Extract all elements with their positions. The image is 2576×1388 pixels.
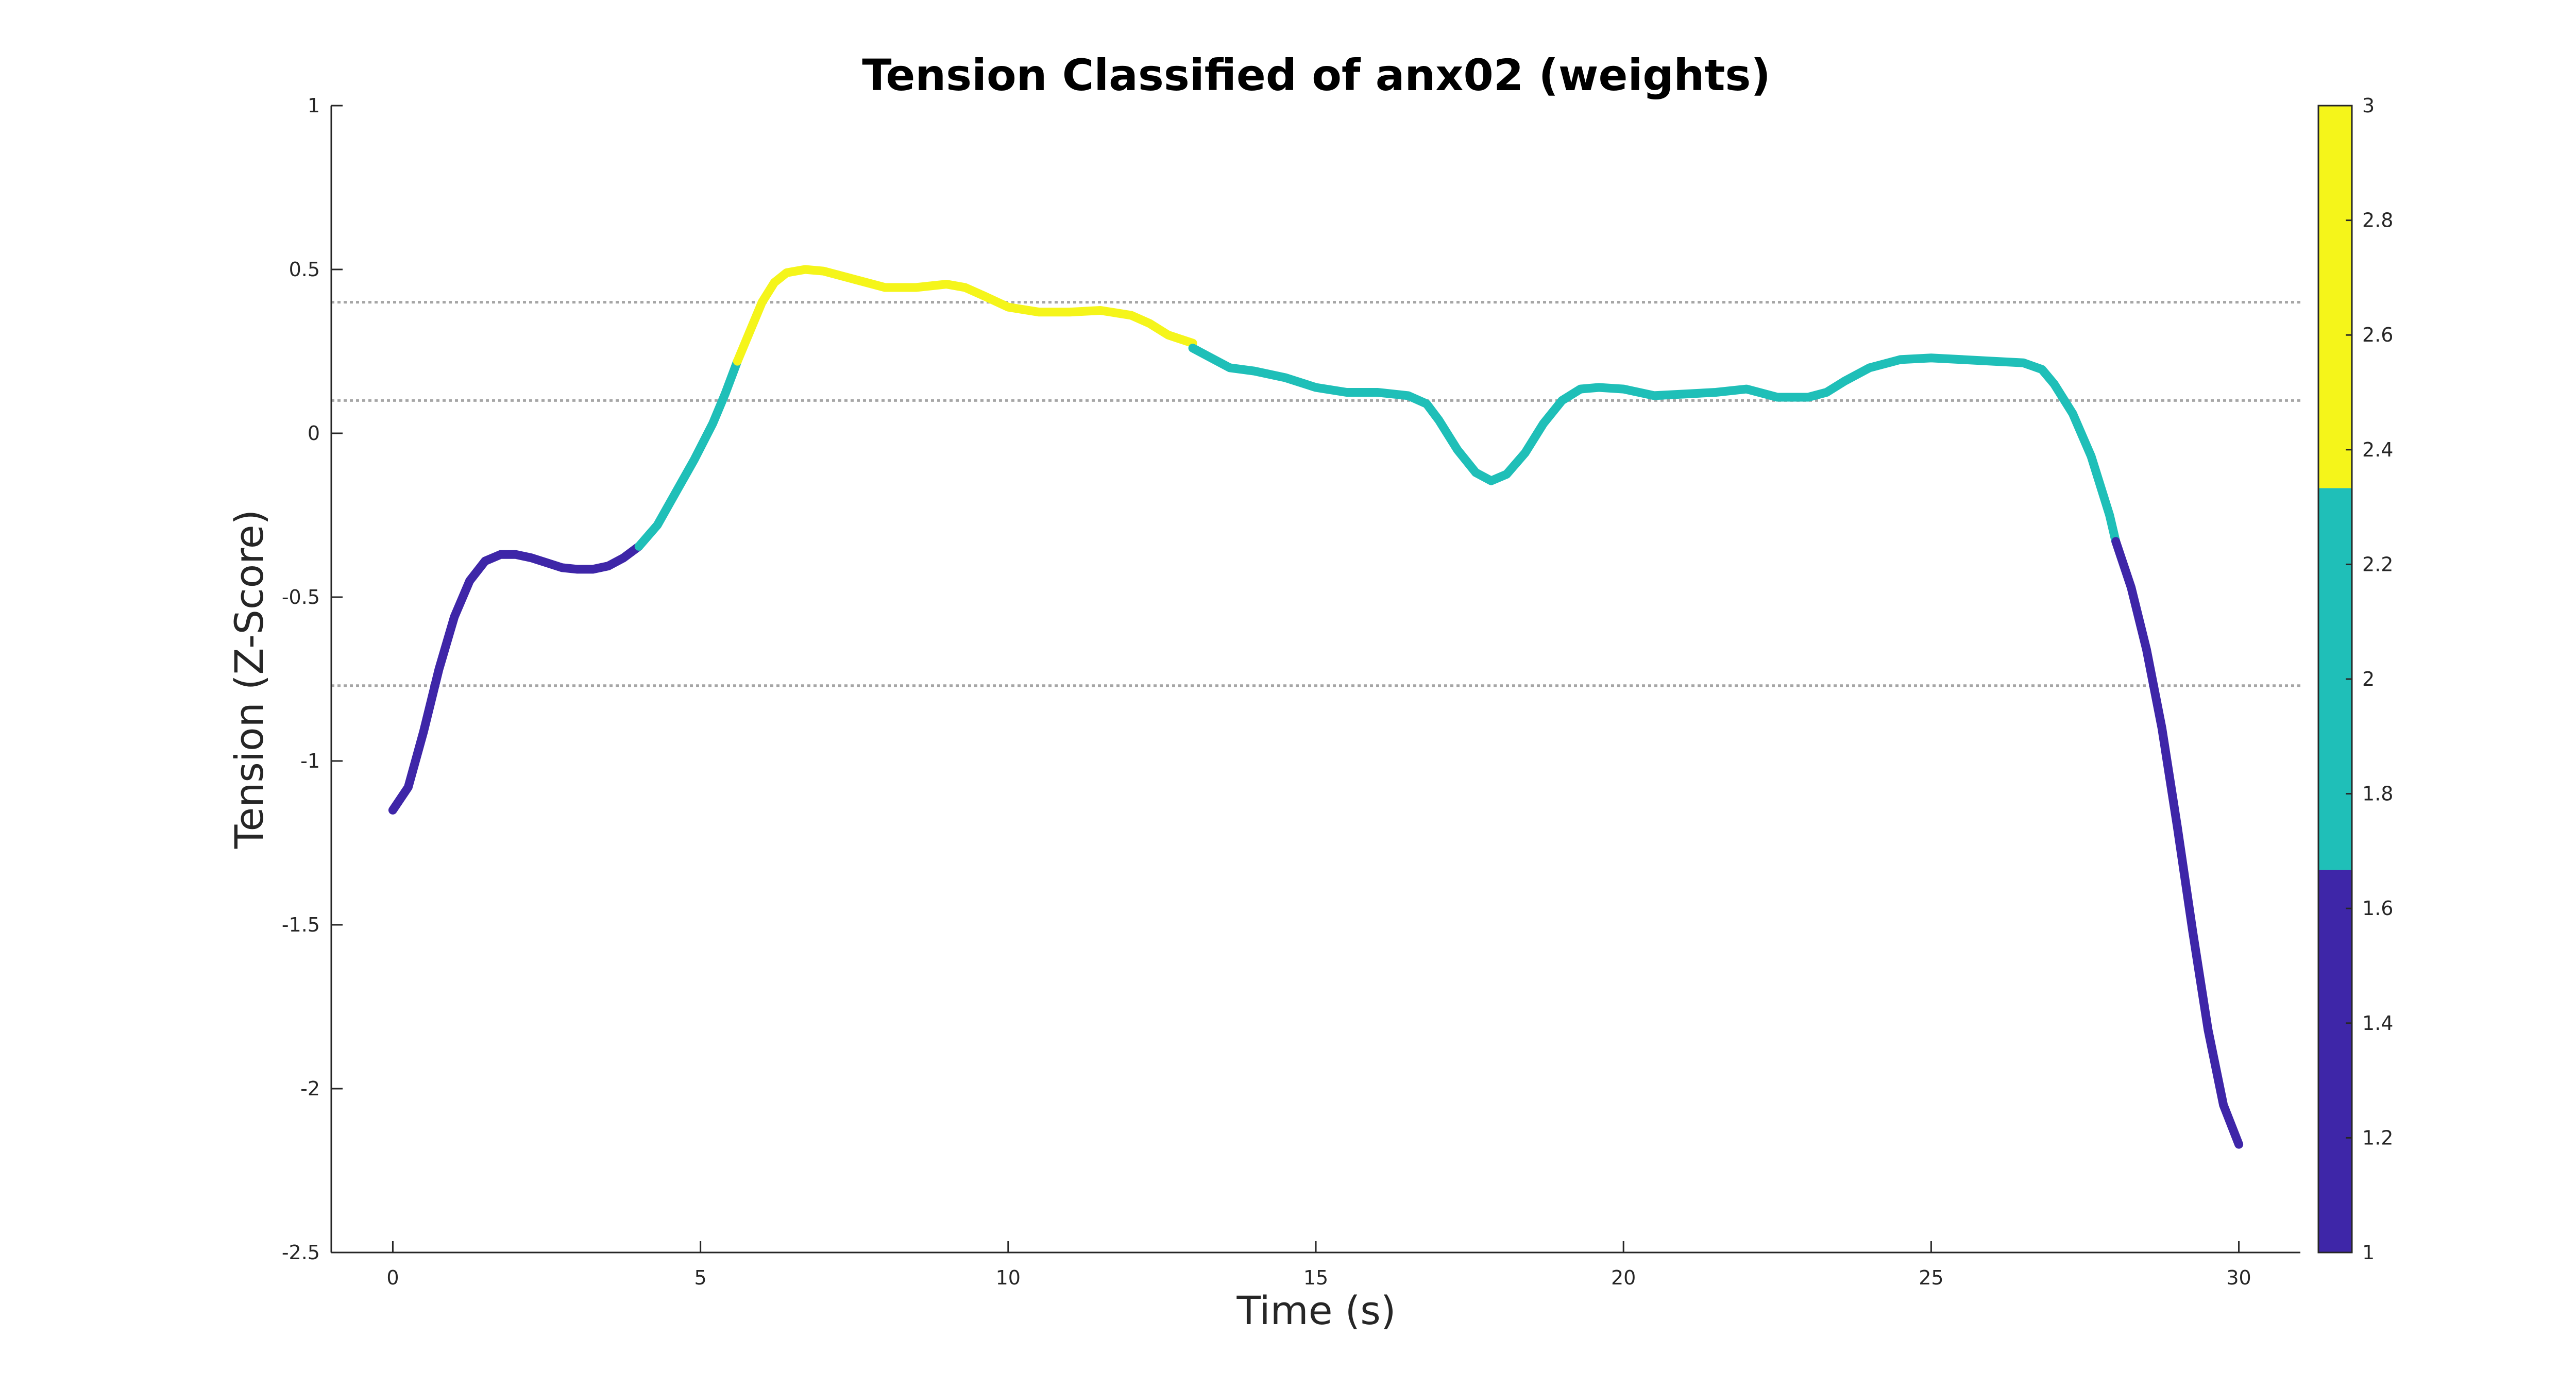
y-tick-label: -0.5 — [282, 586, 320, 608]
colorbar-tick-label: 1.8 — [2362, 783, 2393, 805]
colorbar-tick-label: 2 — [2362, 668, 2375, 690]
x-axis-ticks: 0 5 10 15 20 25 30 — [386, 1241, 2251, 1289]
y-tick-label: 1 — [308, 94, 320, 117]
colorbar-tick-label: 2.2 — [2362, 553, 2393, 575]
x-tick-label: 5 — [694, 1266, 707, 1289]
colorbar: 3 2.8 2.6 2.4 2.2 2 1.8 1.6 1.4 1.2 1 — [2317, 94, 2393, 1264]
colorbar-tick-label: 1 — [2362, 1241, 2375, 1264]
x-tick-label: 30 — [2226, 1266, 2251, 1289]
colorbar-band-0 — [2318, 870, 2352, 1252]
line-segment-class-1-4 — [2111, 537, 2244, 1149]
colorbar-tick-label: 1.2 — [2362, 1126, 2393, 1149]
y-axis-label: Tension (Z-Score) — [226, 510, 272, 849]
colorbar-tick-label: 3 — [2362, 94, 2375, 117]
y-tick-label: -1 — [300, 750, 320, 772]
y-tick-label: -1.5 — [282, 913, 320, 936]
line-segment-class-2-1 — [634, 357, 742, 551]
colorbar-tick-label: 2.8 — [2362, 209, 2393, 232]
y-axis-ticks: 1 0.5 0 -0.5 -1 -1.5 -2 -2.5 — [282, 94, 343, 1264]
x-tick-label: 20 — [1611, 1266, 1636, 1289]
y-tick-label: 0 — [308, 422, 320, 445]
colorbar-tick-label: 1.6 — [2362, 897, 2393, 920]
x-tick-label: 0 — [386, 1266, 399, 1289]
tension-line — [388, 265, 2244, 1149]
colorbar-ticks: 3 2.8 2.6 2.4 2.2 2 1.8 1.6 1.4 1.2 1 — [2346, 94, 2393, 1264]
line-segment-class-1-0 — [388, 541, 643, 815]
y-tick-label: -2 — [300, 1077, 320, 1100]
x-axis-label: Time (s) — [1236, 1288, 1396, 1333]
chart-title: Tension Classified of anx02 (weights) — [862, 50, 1771, 100]
colorbar-tick-label: 1.4 — [2362, 1012, 2393, 1035]
threshold-lines — [331, 301, 2300, 687]
colorbar-tick-label: 2.6 — [2362, 324, 2393, 346]
x-tick-label: 25 — [1919, 1266, 1943, 1289]
colorbar-tick-label: 2.4 — [2362, 438, 2393, 461]
x-tick-label: 10 — [996, 1266, 1021, 1289]
colorbar-bands — [2318, 106, 2352, 1252]
x-tick-label: 15 — [1303, 1266, 1328, 1289]
line-segment-class-2-3 — [1188, 344, 2121, 546]
colorbar-band-2 — [2318, 106, 2352, 488]
y-tick-label: -2.5 — [282, 1241, 320, 1264]
plot-area: 0 5 10 15 20 25 30 1 0.5 0 -0.5 -1 -1.5 -2 -2.5 — [282, 94, 2300, 1289]
line-segment-class-3-2 — [733, 265, 1197, 366]
y-tick-label: 0.5 — [289, 258, 320, 281]
